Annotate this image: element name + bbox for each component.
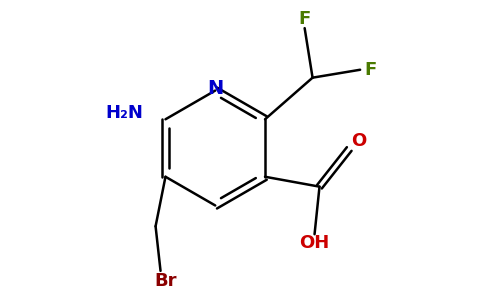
Text: OH: OH [300, 234, 330, 252]
Text: F: F [299, 10, 311, 28]
Text: N: N [207, 79, 224, 98]
Text: O: O [351, 132, 367, 150]
Text: F: F [364, 61, 376, 79]
Text: H₂N: H₂N [105, 104, 143, 122]
Text: Br: Br [154, 272, 177, 290]
